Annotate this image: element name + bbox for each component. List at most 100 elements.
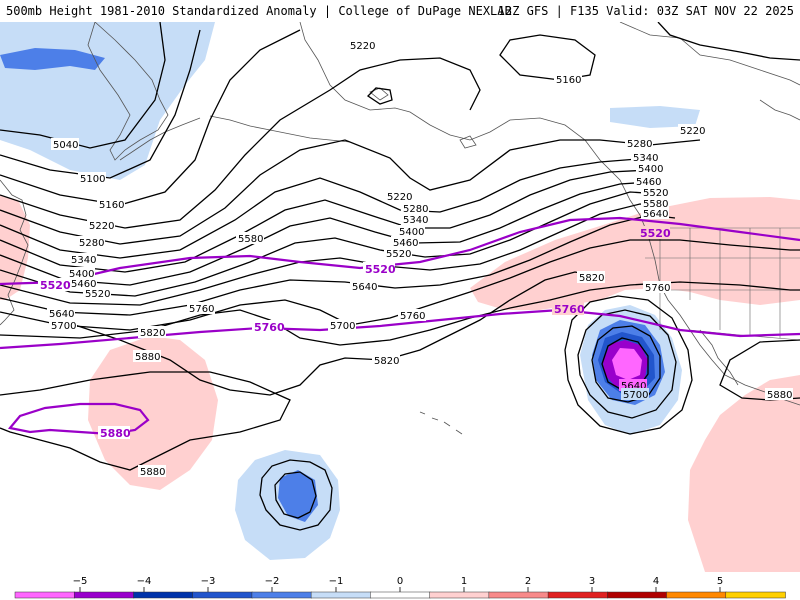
contour-5700 xyxy=(0,239,800,331)
contour-label-mid-5820: 5820 xyxy=(372,354,400,367)
contour-5880-w xyxy=(0,371,291,471)
bering-island-2 xyxy=(459,135,477,149)
svg-text:5520: 5520 xyxy=(643,188,668,199)
climo-labels: 5520 5520 5520 5760 5760 5880 xyxy=(38,226,671,440)
svg-text:5880: 5880 xyxy=(100,427,131,440)
legend-tick-label: 0 xyxy=(397,576,403,587)
hawaii-islands xyxy=(419,411,463,435)
legend-swatch xyxy=(666,591,727,599)
contour-label-mid-5640: 5640 xyxy=(350,280,378,293)
svg-text:5880: 5880 xyxy=(767,390,792,401)
contour-label-w-5280: 5280 xyxy=(77,236,105,249)
svg-text:5700: 5700 xyxy=(330,321,355,332)
legend-swatch xyxy=(251,591,312,599)
contour-label-ca-5760: 5760 xyxy=(643,281,671,294)
contour-label-e-5880: 5880 xyxy=(765,388,793,401)
svg-text:5280: 5280 xyxy=(79,238,104,249)
north-america-west-coast xyxy=(639,214,726,376)
svg-text:5520: 5520 xyxy=(640,227,671,240)
asia-coast xyxy=(0,179,29,326)
legend-tick-label: −4 xyxy=(137,576,152,587)
svg-text:5220: 5220 xyxy=(680,126,705,137)
svg-text:5520: 5520 xyxy=(40,279,71,292)
legend-swatch xyxy=(133,591,194,599)
climo-label-mid-5520: 5520 xyxy=(363,262,396,276)
contour-label-mid-5700: 5700 xyxy=(328,319,356,332)
contour-label-w-5220: 5220 xyxy=(87,219,115,232)
legend-swatch xyxy=(488,591,549,599)
anomaly-positive-subtropical xyxy=(88,336,218,490)
cutoff-low-4 xyxy=(601,337,649,391)
contour-5760 xyxy=(0,281,800,346)
svg-text:5760: 5760 xyxy=(254,321,285,334)
svg-text:5580: 5580 xyxy=(643,199,668,210)
hudson-region xyxy=(759,99,800,121)
cutoff-low-outer xyxy=(564,295,693,435)
svg-text:5760: 5760 xyxy=(400,311,425,322)
svg-text:5220: 5220 xyxy=(350,41,375,52)
contour-label-w-5460: 5460 xyxy=(69,277,97,290)
contour-label-s-5880: 5880 xyxy=(138,465,166,478)
contour-5820 xyxy=(59,271,606,396)
legend-tick-label: 2 xyxy=(525,576,531,587)
svg-text:5580: 5580 xyxy=(238,234,263,245)
contour-label-bc-5580: 5580 xyxy=(641,197,669,210)
anomaly-shading xyxy=(0,22,800,572)
svg-text:5460: 5460 xyxy=(393,238,418,249)
contour-5040 xyxy=(0,22,166,149)
svg-text:5700: 5700 xyxy=(623,390,648,401)
height-contours xyxy=(0,22,800,531)
legend-tick-label: 5 xyxy=(717,576,723,587)
svg-text:5340: 5340 xyxy=(71,255,96,266)
svg-text:5220: 5220 xyxy=(89,221,114,232)
low-south-contour-2 xyxy=(274,471,317,519)
coastlines xyxy=(0,22,800,435)
contour-5280 xyxy=(0,139,701,245)
contour-5400 xyxy=(0,169,651,273)
contour-label-w-5160: 5160 xyxy=(97,198,125,211)
legend-tick-label: 4 xyxy=(653,576,659,587)
legend-swatch xyxy=(14,591,75,599)
climo-label-w-5520: 5520 xyxy=(38,278,71,292)
contour-5160-top xyxy=(499,34,596,81)
legend-swatch xyxy=(429,591,490,599)
contour-5100 xyxy=(0,29,201,179)
contour-label-mid-5280: 5280 xyxy=(401,202,429,215)
contour-label-w-5340: 5340 xyxy=(69,253,97,266)
svg-text:5400: 5400 xyxy=(638,164,663,175)
climo-label-e-5520: 5520 xyxy=(638,226,671,240)
legend-swatch xyxy=(370,591,431,599)
legend-tick-label: −1 xyxy=(329,576,344,587)
climo-label-w-5880: 5880 xyxy=(98,426,131,440)
svg-text:5820: 5820 xyxy=(374,356,399,367)
anomaly-negative-low-5 xyxy=(612,348,642,380)
climo-label-mid-5760: 5760 xyxy=(252,320,285,334)
contour-label-low-5700: 5700 xyxy=(621,388,649,401)
alaska-coast xyxy=(299,22,641,216)
contour-label-mid-5760: 5760 xyxy=(187,302,215,315)
legend-tick-label: 1 xyxy=(461,576,467,587)
contour-label-w-5100: 5100 xyxy=(78,172,106,185)
contour-label-w-5640: 5640 xyxy=(47,307,75,320)
svg-text:5520: 5520 xyxy=(85,289,110,300)
contour-label-bc-5640: 5640 xyxy=(641,207,669,220)
contour-5220 xyxy=(0,57,481,229)
kamchatka-coast xyxy=(87,22,169,161)
svg-text:5160: 5160 xyxy=(99,200,124,211)
model-run-valid-time: 12Z GFS | F135 Valid: 03Z SAT NOV 22 202… xyxy=(497,4,794,18)
legend-colorbar xyxy=(14,591,786,599)
contour-label-top-5160: 5160 xyxy=(554,73,582,86)
legend-swatch xyxy=(725,591,786,599)
header-bar: 500mb Height 1981-2010 Standardized Anom… xyxy=(0,0,800,22)
contour-label-mid-5220: 5220 xyxy=(385,190,413,203)
legend-swatch xyxy=(607,591,668,599)
contour-label-e-5820: 5820 xyxy=(577,271,605,284)
svg-text:5700: 5700 xyxy=(51,321,76,332)
anomaly-negative-south-core xyxy=(278,470,318,522)
legend-svg: −5 −4 −3 −2 −1 0 1 2 3 4 5 xyxy=(14,576,786,599)
canada-arctic-coast xyxy=(619,22,800,86)
legend-tick-label: −2 xyxy=(265,576,280,587)
kuril-islands xyxy=(119,117,201,161)
climo-label-e-5760: 5760 xyxy=(552,302,585,316)
